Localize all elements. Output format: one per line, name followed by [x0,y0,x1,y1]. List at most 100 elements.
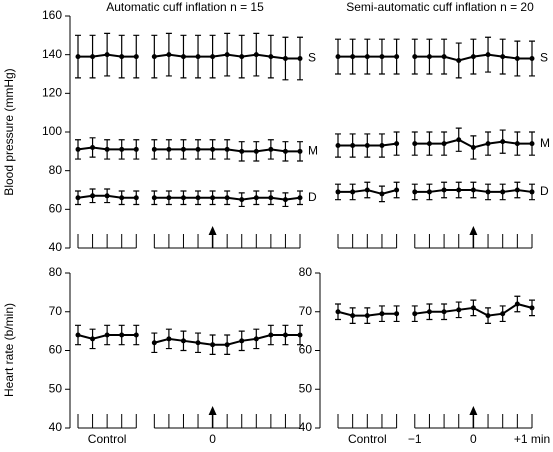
data-point [133,195,139,201]
data-point [364,54,370,60]
y-tick-label: 140 [42,47,62,61]
x-tick-label: +1 min [514,432,550,446]
data-point [514,56,520,62]
y-tick-label: 100 [42,124,62,138]
y-tick-label: 160 [42,8,62,22]
panel-title: Automatic cuff inflation n = 15 [106,0,264,14]
data-point [297,56,303,62]
x-tick-label: Control [348,432,387,446]
data-point [151,340,157,346]
data-point [514,301,520,307]
data-point [224,342,230,348]
series-label: M [540,136,550,150]
x-tick-label: 0 [470,432,477,446]
arrow-head [469,406,478,415]
series-label: S [540,51,548,65]
data-point [282,56,288,62]
data-point [364,143,370,149]
data-point [253,52,259,58]
data-point [441,54,447,60]
data-point [297,148,303,154]
data-point [529,141,535,147]
data-point [224,146,230,152]
data-point [426,141,432,147]
y-tick-label: 80 [299,265,313,279]
data-point [133,332,139,338]
data-point [119,146,125,152]
data-point [104,52,110,58]
data-point [75,54,81,60]
data-point [133,54,139,60]
data-point [485,189,491,195]
data-point [90,144,96,150]
data-point [470,54,476,60]
y-tick-label: 80 [49,265,63,279]
series-label: D [540,184,549,198]
y-tick-label: 70 [49,304,63,318]
data-point [90,336,96,342]
data-point [394,311,400,317]
data-point [412,311,418,317]
data-point [297,332,303,338]
data-point [210,54,216,60]
data-point [335,54,341,60]
data-point [151,195,157,201]
data-point [485,52,491,58]
data-point [195,340,201,346]
data-point [166,336,172,342]
data-point [239,148,245,154]
data-point [75,332,81,338]
data-point [412,189,418,195]
data-point [426,54,432,60]
data-point [500,311,506,317]
data-point [529,56,535,62]
data-point [90,54,96,60]
data-point [253,336,259,342]
data-point [224,52,230,58]
data-point [119,332,125,338]
data-point [335,143,341,149]
data-point [485,141,491,147]
data-point [394,54,400,60]
data-point [412,141,418,147]
y-tick-label: 60 [49,202,63,216]
data-point [500,139,506,145]
y-tick-label: 40 [49,420,63,434]
data-point [133,146,139,152]
data-point [239,54,245,60]
data-point [379,143,385,149]
y-tick-label: 40 [299,420,313,434]
data-point [119,195,125,201]
data-point [166,195,172,201]
data-point [441,187,447,193]
data-point [364,187,370,193]
y-tick-label: 50 [49,381,63,395]
data-point [268,332,274,338]
data-point [394,141,400,147]
data-point [253,148,259,154]
data-point [166,146,172,152]
series-label: S [308,51,316,65]
data-point [379,191,385,197]
data-point [210,146,216,152]
data-point [104,193,110,199]
y-tick-label: 40 [49,240,63,254]
data-point [514,141,520,147]
data-point [470,305,476,311]
x-tick-label: Control [88,432,127,446]
data-point [441,309,447,315]
data-point [394,187,400,193]
data-point [350,189,356,195]
data-point [210,342,216,348]
data-point [75,195,81,201]
y-tick-label: 60 [49,343,63,357]
data-point [180,338,186,344]
data-point [239,338,245,344]
data-point [470,144,476,150]
y-tick-label: 80 [49,163,63,177]
data-point [180,54,186,60]
data-point [426,309,432,315]
data-point [350,54,356,60]
series-label: D [308,190,317,204]
